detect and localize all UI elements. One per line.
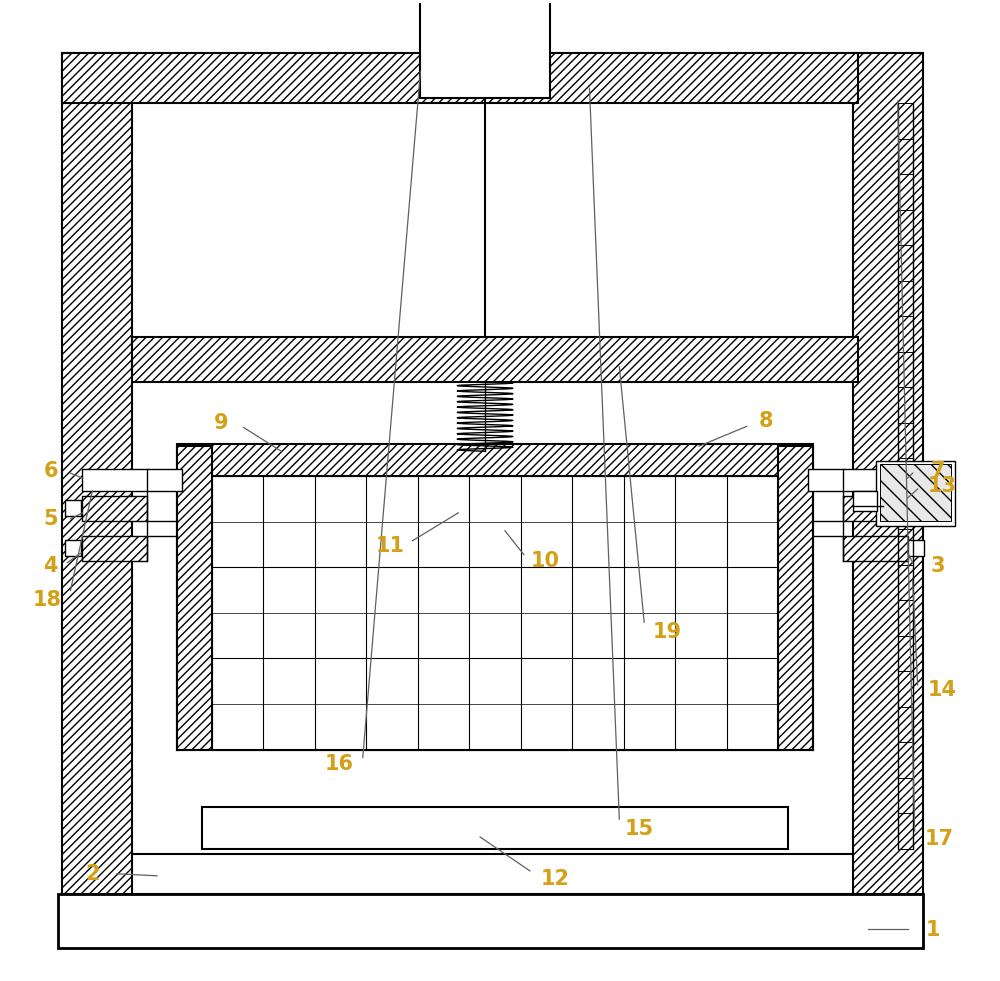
Bar [202, 807, 788, 849]
Bar [853, 491, 877, 511]
Text: 4: 4 [43, 555, 58, 576]
Text: 6: 6 [43, 461, 58, 481]
Text: 16: 16 [324, 754, 353, 774]
Bar [778, 446, 813, 749]
Bar [82, 496, 147, 521]
Bar [82, 469, 182, 491]
Bar [62, 54, 132, 894]
Text: 9: 9 [214, 413, 229, 434]
Text: 18: 18 [33, 591, 62, 610]
Bar [908, 540, 924, 555]
Bar [62, 54, 858, 103]
Text: 12: 12 [540, 869, 569, 889]
Text: 10: 10 [530, 550, 559, 571]
Text: 14: 14 [928, 680, 957, 699]
Bar [65, 540, 81, 555]
Bar [853, 54, 923, 894]
Text: 5: 5 [43, 509, 58, 529]
Text: 8: 8 [759, 411, 774, 432]
Bar [876, 461, 955, 526]
Bar [843, 536, 908, 560]
Bar [82, 536, 147, 560]
Text: 11: 11 [376, 536, 405, 555]
Bar [132, 336, 858, 382]
Bar [177, 446, 212, 749]
Text: 3: 3 [930, 555, 945, 576]
Text: 17: 17 [925, 829, 954, 849]
Bar [65, 500, 81, 516]
Bar [880, 464, 951, 521]
Text: 7: 7 [930, 461, 945, 481]
Text: 13: 13 [928, 476, 957, 496]
Bar [908, 500, 924, 516]
Bar [58, 894, 923, 949]
Bar [843, 496, 908, 521]
Text: 1: 1 [925, 920, 940, 941]
Bar [420, 0, 550, 98]
Text: 19: 19 [652, 622, 682, 643]
Bar [808, 469, 908, 491]
Text: 15: 15 [625, 819, 654, 839]
Bar [177, 444, 813, 476]
Text: 2: 2 [85, 864, 100, 884]
Bar [102, 853, 878, 894]
